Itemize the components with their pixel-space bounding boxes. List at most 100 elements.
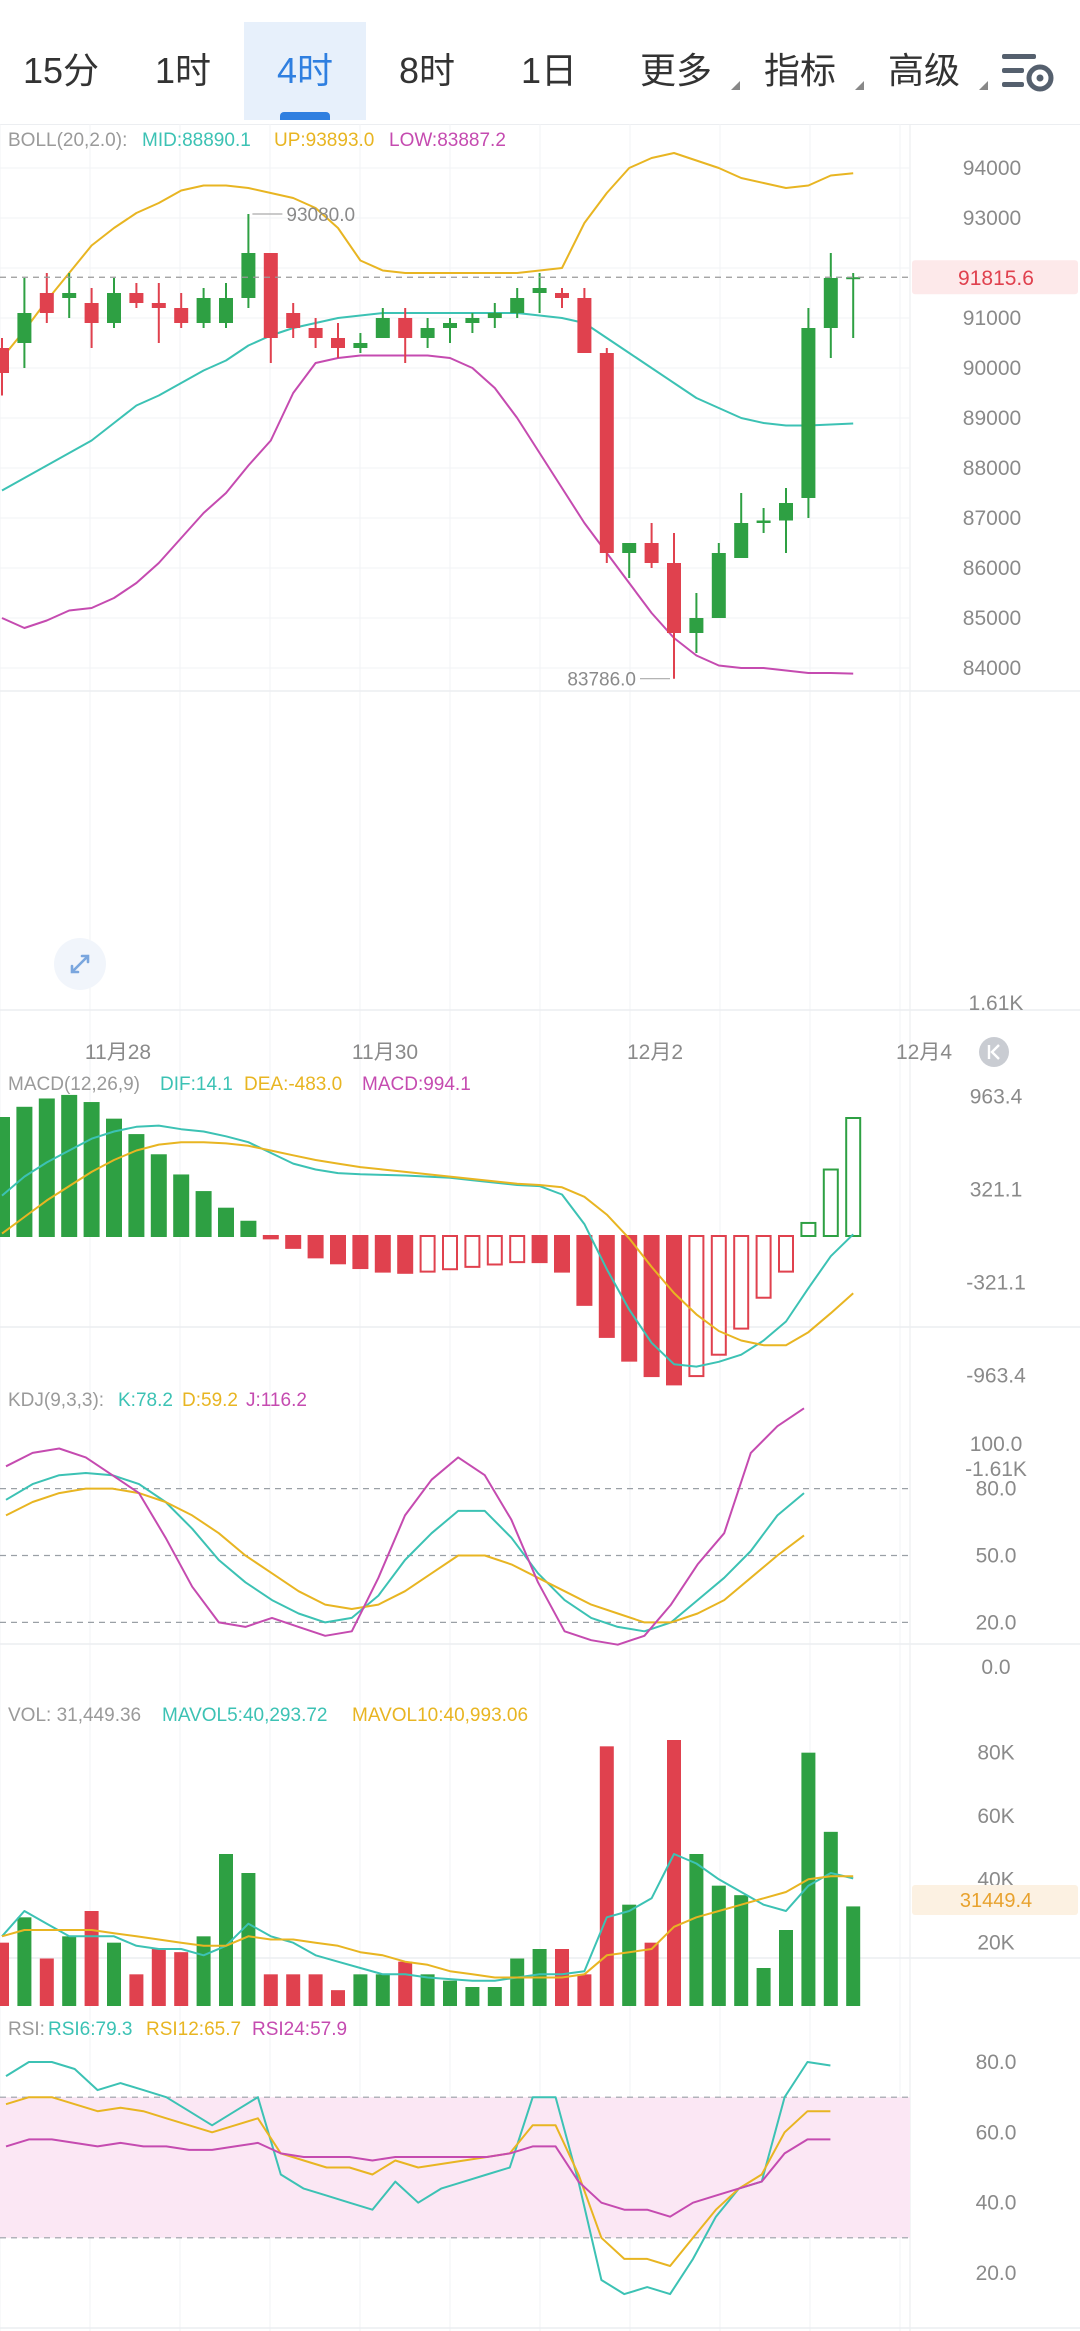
mavol10-line	[1, 1875, 854, 1979]
macd-histogram-bar	[666, 1235, 682, 1386]
tab-label: 1日	[520, 50, 578, 91]
y-axis-tick-label: 91000	[963, 307, 1021, 330]
volume-bar	[398, 1961, 413, 2006]
macd-histogram-bar	[822, 1168, 839, 1237]
volume-bar	[622, 1904, 637, 2006]
candle-body	[846, 277, 861, 280]
volume-bar	[129, 1974, 144, 2006]
kline-chart[interactable]: BOLL(20,2.0): MID:88890.1 UP:93893.0 LOW…	[0, 124, 1080, 2331]
candle-body	[555, 293, 569, 298]
candle-body	[39, 293, 54, 313]
vol-legend-name: VOL: 31,449.36	[8, 1705, 141, 1726]
macd-histogram-bar	[307, 1235, 324, 1259]
kdj-k-line	[5, 1472, 805, 1633]
kdj-y-tick-label: 0.0	[981, 1656, 1010, 1679]
vol-y-tick-label: 20K	[977, 1932, 1014, 1955]
timeframe-toolbar: 15分 1时 4时 8时 1日 更多 指标 高级	[0, 0, 1080, 125]
tab-indicators-dropdown[interactable]: 指标	[750, 22, 864, 120]
vol-y-tick-label: 60K	[977, 1805, 1014, 1828]
expand-icon[interactable]	[54, 938, 106, 990]
macd-legend-dea: DEA:-483.0	[244, 1074, 342, 1095]
boll-legend-name: BOLL(20,2.0):	[8, 130, 127, 151]
rsi-y-tick-label: 80.0	[976, 2051, 1017, 2074]
kdj-legend-j: J:116.2	[246, 1390, 307, 1411]
volume-bar	[286, 1974, 301, 2006]
kdj-j-line	[5, 1407, 805, 1646]
candle-body	[510, 298, 525, 313]
macd-histogram-bar	[845, 1117, 862, 1237]
candle-body	[644, 543, 659, 563]
macd-histogram-bar	[598, 1235, 615, 1338]
macd-y-tick-label: 1.61K	[969, 992, 1024, 1015]
volume-bar	[420, 1974, 435, 2006]
macd-histogram-bar	[374, 1235, 391, 1273]
volume-bar	[151, 1949, 166, 2006]
tab-1d[interactable]: 1日	[488, 22, 610, 120]
kdj-y-tick-label: 20.0	[976, 1611, 1017, 1634]
candle-body	[622, 543, 637, 553]
volume-bar	[465, 1987, 480, 2006]
macd-histogram-bar	[486, 1235, 503, 1266]
candle-body	[487, 313, 502, 318]
rsi24-line	[5, 2138, 831, 2218]
volume-bar	[241, 1873, 256, 2006]
rsi-legend-24: RSI24:57.9	[252, 2019, 347, 2040]
tab-label: 8时	[398, 50, 456, 91]
x-axis-tick-label: 12月4	[896, 1041, 952, 1064]
tab-label: 1时	[154, 50, 212, 91]
candle-body	[420, 328, 435, 338]
candle-body	[62, 293, 77, 298]
rsi-band	[0, 2097, 910, 2238]
tab-label: 4时	[276, 50, 334, 91]
y-axis-tick-label: 84000	[963, 657, 1021, 680]
current-price-tag	[912, 260, 1078, 295]
volume-bar	[353, 1974, 368, 2006]
tab-more-dropdown[interactable]: 更多	[626, 22, 740, 120]
rsi12-line	[5, 2096, 831, 2267]
volume-bar	[846, 1906, 861, 2006]
volume-bar	[689, 1854, 704, 2006]
candle-body	[577, 298, 592, 353]
min-price-label: 83786.0	[567, 670, 636, 691]
rsi-y-tick-label: 40.0	[976, 2192, 1017, 2215]
volume-bar	[375, 1974, 390, 2006]
vol-legend-ma10: MAVOL10:40,993.06	[352, 1705, 528, 1726]
candle-body	[308, 328, 323, 338]
boll-upper-line	[1, 152, 854, 359]
boll-legend-up: UP:93893.0	[274, 130, 374, 151]
candle-body	[465, 318, 480, 323]
tab-advanced-dropdown[interactable]: 高级	[874, 22, 988, 120]
macd-histogram-bar	[128, 1134, 145, 1237]
tab-1h[interactable]: 1时	[122, 22, 244, 120]
candle-body	[667, 563, 681, 633]
vol-legend-ma5: MAVOL5:40,293.72	[162, 1705, 327, 1726]
macd-histogram-bar	[710, 1235, 727, 1356]
macd-histogram-bar	[509, 1235, 526, 1264]
macd-histogram-bar	[531, 1235, 548, 1264]
y-axis-tick-label: 86000	[963, 557, 1021, 580]
volume-bar	[443, 1980, 457, 2006]
tab-4h[interactable]: 4时	[244, 22, 366, 120]
volume-bar	[39, 1958, 54, 2006]
volume-bar	[779, 1930, 793, 2006]
scroll-to-latest-icon[interactable]	[979, 1037, 1009, 1067]
kdj-legend-k: K:78.2	[118, 1390, 173, 1411]
macd-y-tick-label: -963.4	[966, 1364, 1026, 1387]
volume-bar	[17, 1917, 32, 2006]
candle-body	[107, 293, 121, 323]
tab-8h[interactable]: 8时	[366, 22, 488, 120]
macd-histogram-bar	[330, 1235, 346, 1265]
macd-legend-name: MACD(12,26,9)	[8, 1074, 140, 1095]
current-volume-tag	[912, 1885, 1078, 1915]
candle-body	[398, 318, 413, 338]
y-axis-tick-label: 85000	[963, 607, 1021, 630]
rsi-y-tick-label: 20.0	[976, 2262, 1017, 2285]
macd-histogram-bar	[397, 1235, 414, 1274]
macd-histogram-bar	[554, 1235, 570, 1273]
tab-15min[interactable]: 15分	[0, 22, 122, 120]
current-price-value: 91815.6	[958, 267, 1034, 290]
macd-histogram-bar	[643, 1235, 660, 1378]
chart-settings-icon[interactable]	[1000, 48, 1056, 100]
volume-panel: VOL: 31,449.36 MAVOL5:40,293.72 MAVOL10:…	[0, 1705, 1078, 2006]
tab-label: 15分	[22, 50, 100, 91]
